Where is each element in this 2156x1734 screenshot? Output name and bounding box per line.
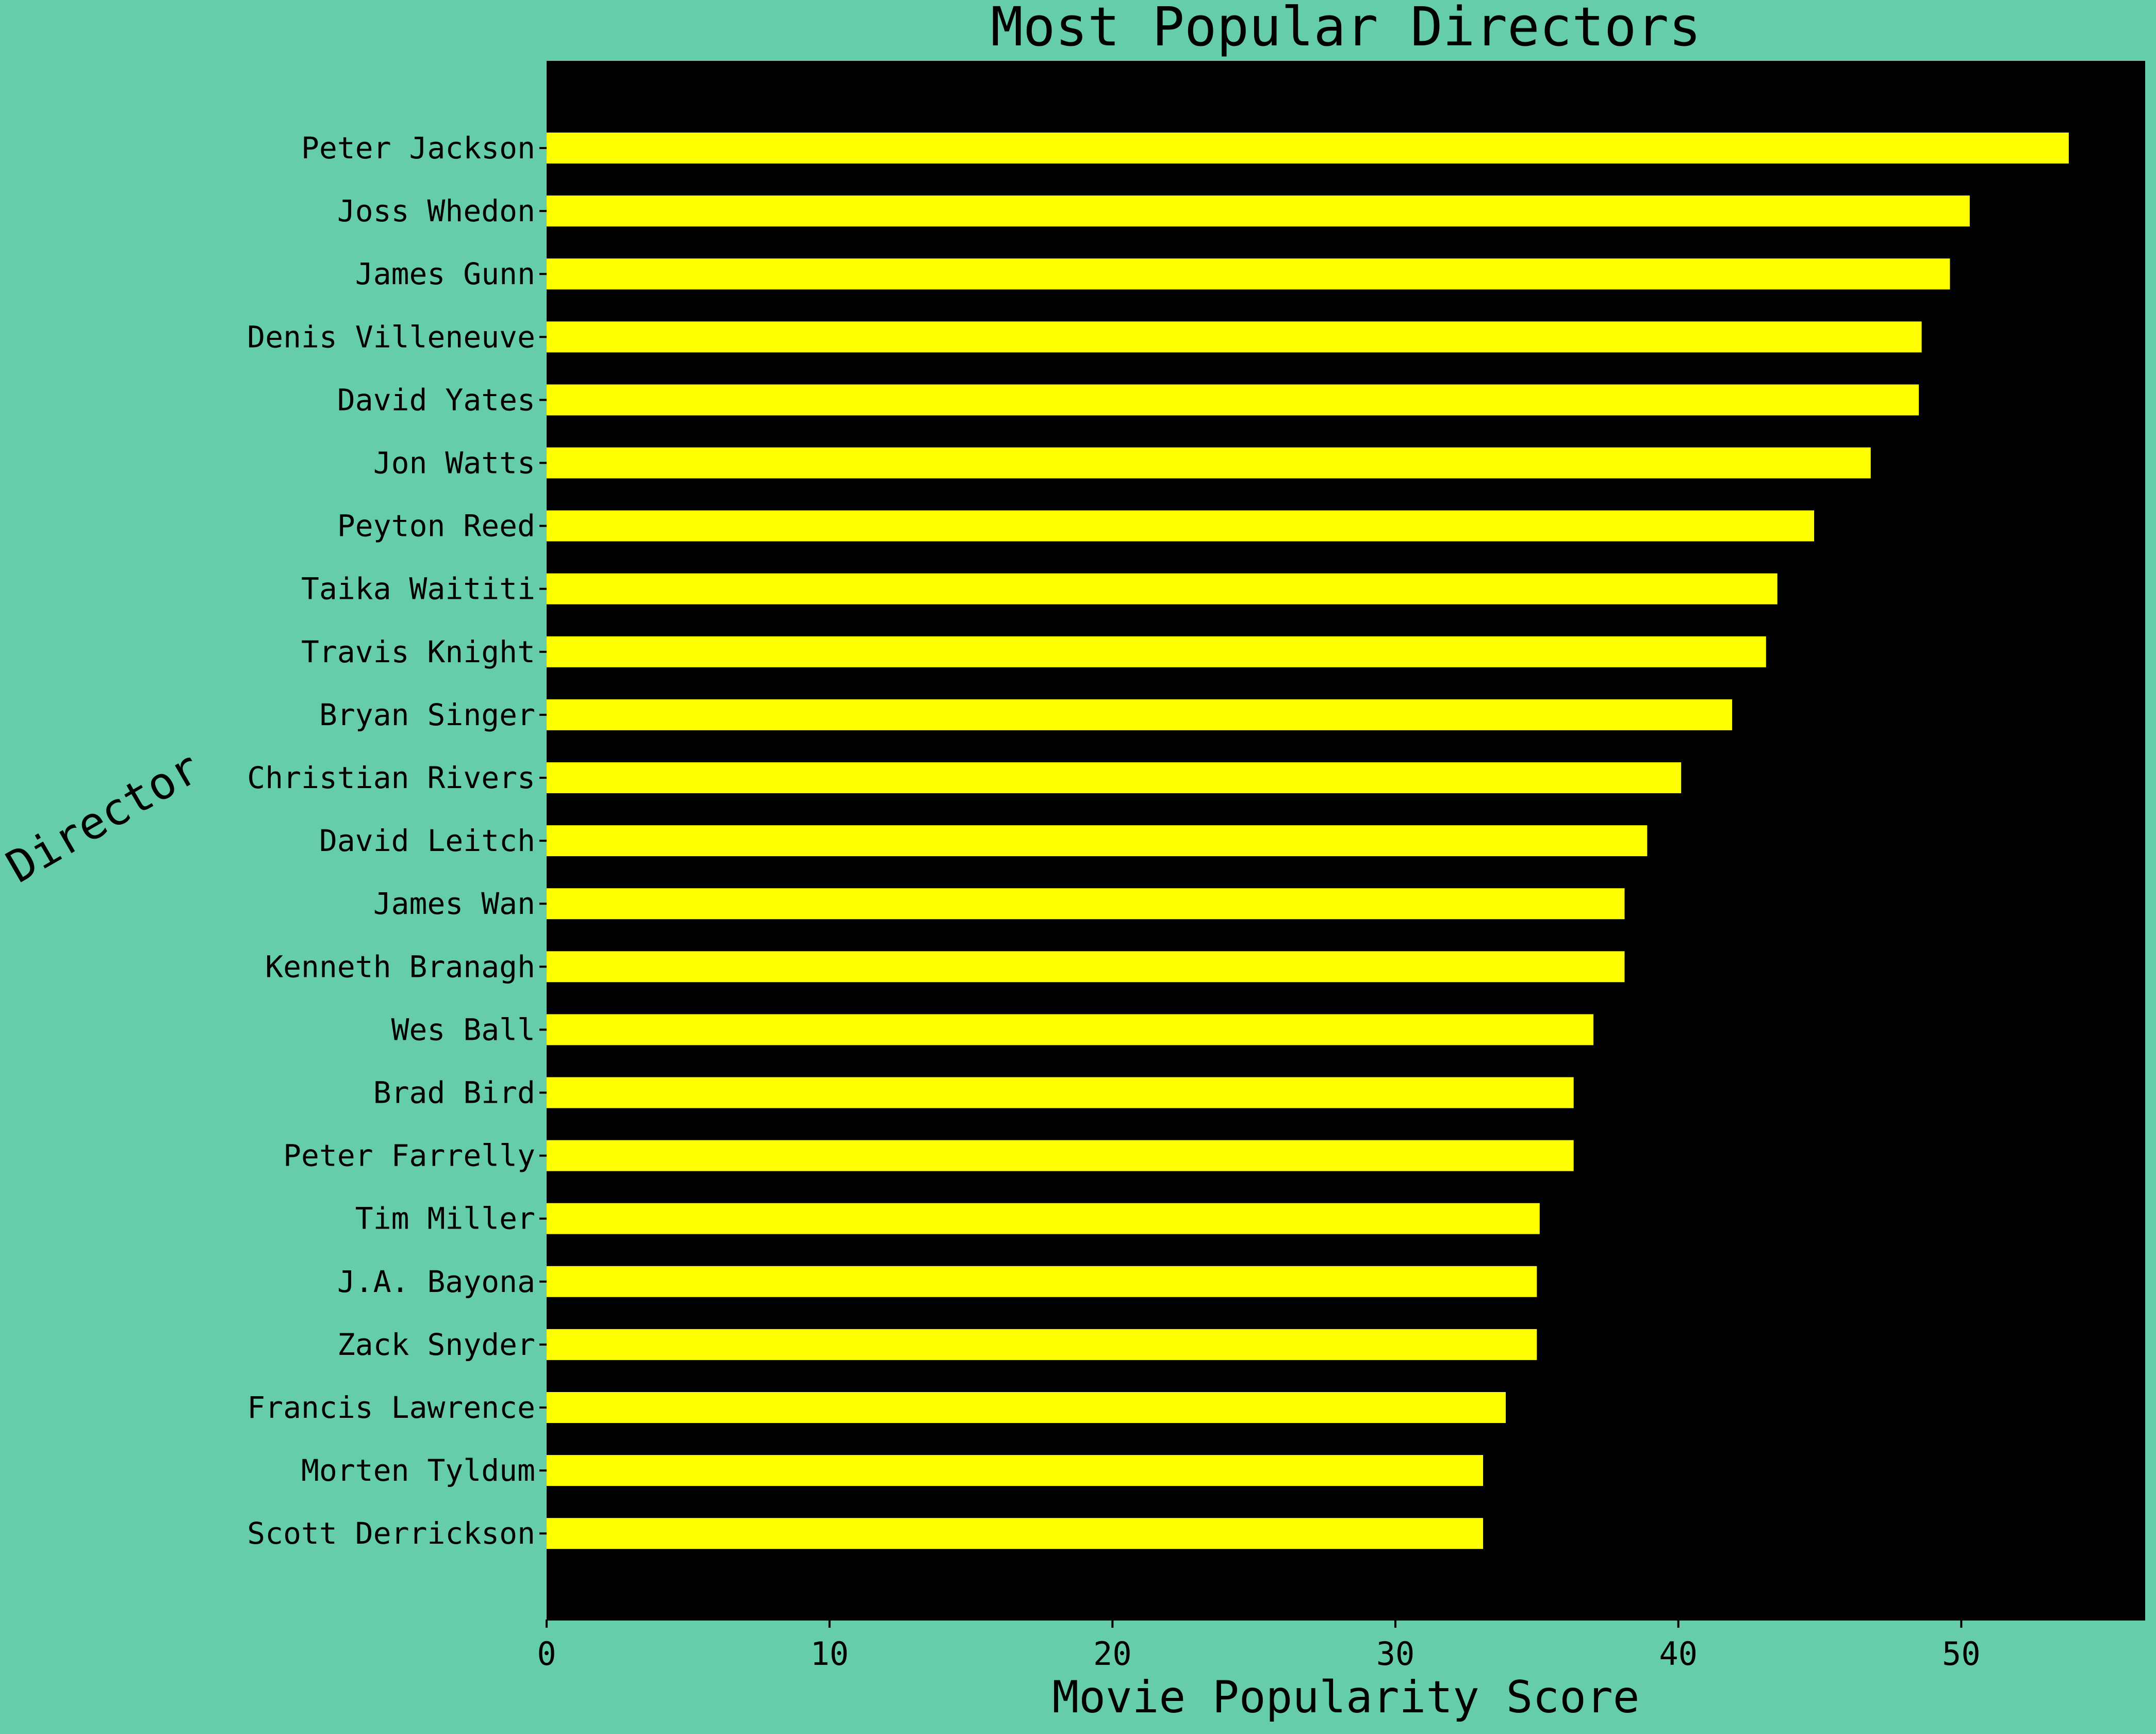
bar [547,636,1766,667]
x-tick-label: 10 [810,1635,849,1673]
y-tick-label: Travis Knight [301,634,535,669]
y-tick-label: Peyton Reed [337,509,535,544]
bar [547,1518,1484,1549]
x-tick-label: 40 [1659,1635,1698,1673]
y-tick-label: David Yates [337,382,535,417]
y-axis-label: Director [0,742,209,893]
y-tick-label: David Leitch [319,823,535,858]
bar [547,1014,1594,1045]
bar [547,321,1922,353]
bar [547,825,1648,857]
x-tick-label: 50 [1942,1635,1981,1673]
y-tick-label: Zack Snyder [337,1327,535,1362]
y-tick-label: J.A. Bayona [337,1264,535,1299]
y-tick-label: Jon Watts [373,446,535,481]
y-tick-label: Francis Lawrence [247,1390,535,1425]
y-tick-label: Peter Jackson [301,130,535,166]
bar [547,888,1625,920]
chart-title: Most Popular Directors [991,0,1701,58]
y-tick-label: Bryan Singer [319,697,535,732]
bar [547,510,1815,542]
y-tick-label: Brad Bird [373,1075,535,1110]
y-tick-label: Peter Farrelly [283,1138,535,1173]
bar [547,258,1950,290]
bar [547,762,1682,793]
y-tick-label: Taika Waititi [301,571,535,607]
y-tick-label: Scott Derrickson [247,1516,535,1551]
bar [547,573,1778,604]
y-tick-label: Morten Tyldum [301,1453,535,1488]
y-tick-label: Denis Villeneuve [247,319,535,354]
bar [547,1077,1574,1108]
x-axis-ticks: 0 10 20 30 40 50 [537,1618,2145,1673]
bar [547,1203,1540,1234]
bar [547,384,1919,416]
bar [547,699,1732,730]
x-axis-label: Movie Popularity Score [1052,1672,1639,1723]
x-tick-label: 20 [1093,1635,1132,1673]
bar [547,1140,1574,1171]
y-tick-label: Tim Miller [355,1201,535,1236]
x-tick-label: 0 [537,1635,556,1673]
bar [547,133,2069,163]
bar [547,1392,1506,1423]
bar [547,951,1625,983]
y-tick-label: James Wan [373,886,535,921]
bar [547,1455,1484,1486]
y-axis-ticks: Peter Jackson Joss Whedon James Gunn Denis … [247,130,547,1551]
y-tick-label: James Gunn [355,256,535,291]
y-tick-label: Joss Whedon [337,193,535,228]
bar [547,1329,1537,1360]
bar [547,195,1970,227]
y-tick-label: Christian Rivers [247,760,535,795]
x-tick-label: 30 [1376,1635,1415,1673]
bar [547,447,1871,479]
bar [547,1266,1537,1297]
bars-group [547,133,2069,1549]
y-tick-label: Kenneth Branagh [265,949,535,984]
y-tick-label: Wes Ball [391,1012,535,1047]
